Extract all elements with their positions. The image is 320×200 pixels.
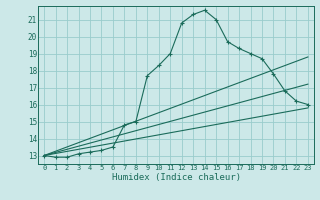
X-axis label: Humidex (Indice chaleur): Humidex (Indice chaleur) <box>111 173 241 182</box>
